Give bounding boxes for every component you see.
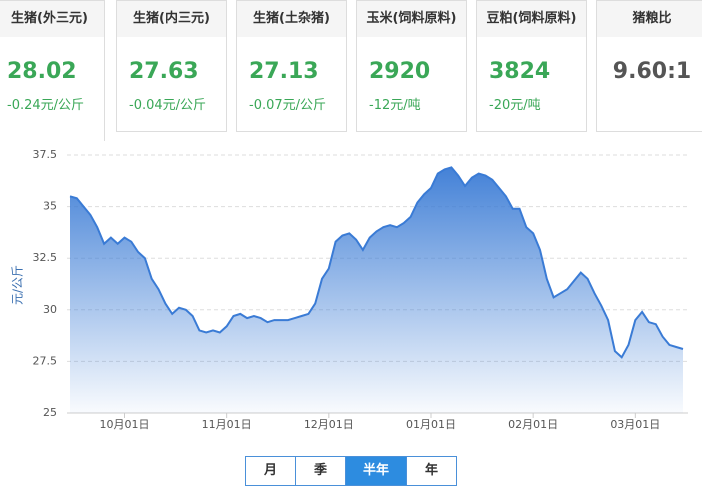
card-price: 9.60:1	[612, 59, 692, 84]
y-tick-label: 27.5	[33, 354, 58, 367]
x-tick-label: 12月01日	[304, 418, 354, 431]
chart: 元/公斤 25 27.5 30 32.5 35 37.5 10月01日 11月01日 12月01…	[11, 148, 688, 431]
area	[70, 167, 683, 413]
card-change: -0.04元/公斤	[129, 98, 207, 113]
price-card[interactable]: 玉米(饲料原料) 2920 -12元/吨	[356, 0, 467, 132]
card-price: 27.13	[249, 59, 319, 84]
range-button[interactable]: 月	[263, 463, 277, 478]
card-price: 28.02	[7, 59, 77, 84]
x-tick-label: 03月01日	[610, 418, 660, 431]
x-tick-label: 10月01日	[99, 418, 149, 431]
x-tick-label: 01月01日	[406, 418, 456, 431]
card-change: -0.07元/公斤	[249, 98, 327, 113]
price-card[interactable]: 生猪(外三元) 28.02 -0.24元/公斤	[0, 0, 105, 141]
card-title: 生猪(土杂猪)	[237, 1, 346, 37]
card-change: -12元/吨	[369, 98, 421, 113]
y-tick-label: 30	[43, 303, 57, 316]
range-button[interactable]: 季	[295, 457, 345, 485]
card-title: 生猪(外三元)	[0, 1, 104, 37]
card-title: 猪粮比	[597, 1, 702, 37]
price-card[interactable]: 豆粕(饲料原料) 3824 -20元/吨	[476, 0, 587, 132]
price-card[interactable]: 生猪(内三元) 27.63 -0.04元/公斤	[116, 0, 227, 132]
y-axis-label: 元/公斤	[11, 265, 25, 305]
price-card[interactable]: 猪粮比 9.60:1	[596, 0, 702, 132]
card-change: -0.24元/公斤	[7, 98, 85, 113]
y-tick-label: 25	[43, 406, 57, 419]
x-tick-label: 11月01日	[202, 418, 252, 431]
card-title: 豆粕(饲料原料)	[477, 1, 586, 37]
range-button[interactable]: 半年	[345, 457, 406, 485]
range-button[interactable]: 年	[406, 457, 456, 485]
y-tick-label: 35	[43, 200, 57, 213]
card-title: 生猪(内三元)	[117, 1, 226, 37]
y-tick-label: 37.5	[33, 148, 58, 161]
y-tick-label: 32.5	[33, 251, 58, 264]
range-buttons: 月 季半年年	[245, 456, 457, 486]
line	[69, 166, 684, 359]
card-price: 2920	[369, 59, 431, 84]
card-price: 3824	[489, 59, 551, 84]
card-title: 玉米(饲料原料)	[357, 1, 466, 37]
card-change: -20元/吨	[489, 98, 541, 113]
card-price: 27.63	[129, 59, 199, 84]
x-tick-label: 02月01日	[508, 418, 558, 431]
price-card[interactable]: 生猪(土杂猪) 27.13 -0.07元/公斤	[236, 0, 347, 132]
